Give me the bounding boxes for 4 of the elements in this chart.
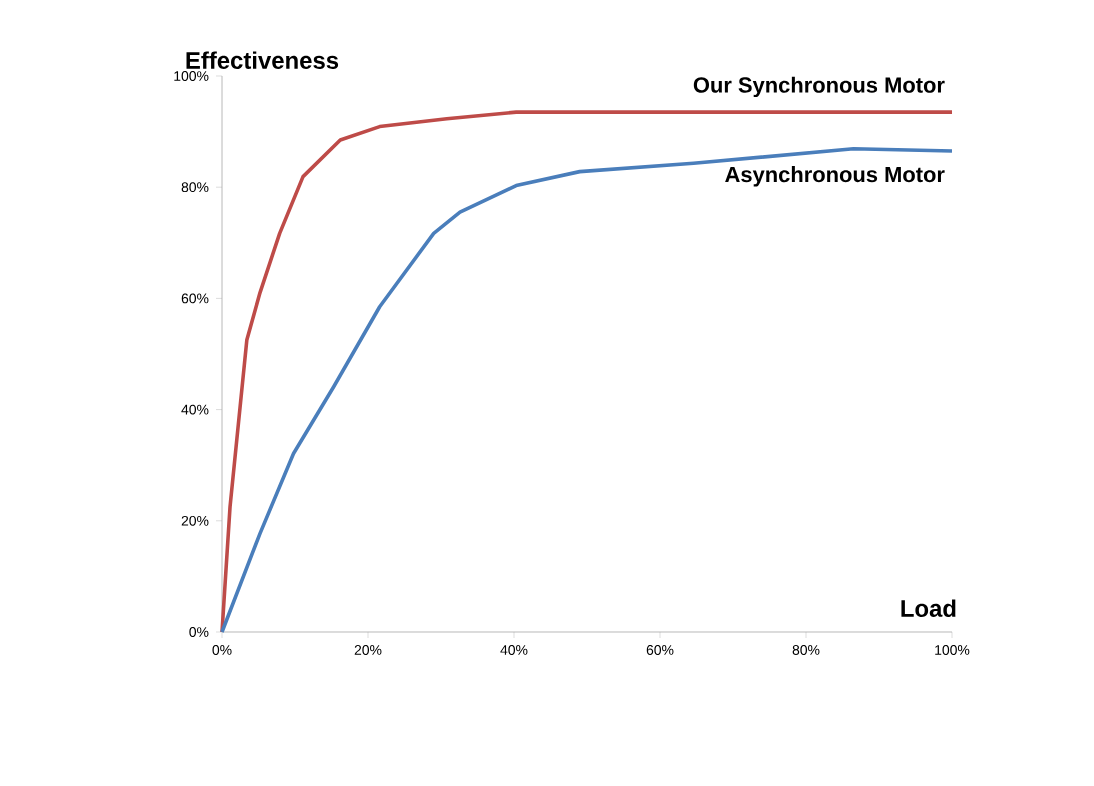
x-axis-title: Load [901, 599, 956, 617]
series-label: Our Synchronous Motor [693, 76, 945, 98]
y-axis-title: Effectiveness [186, 51, 339, 69]
series-label: Asynchronous Motor [725, 166, 945, 187]
